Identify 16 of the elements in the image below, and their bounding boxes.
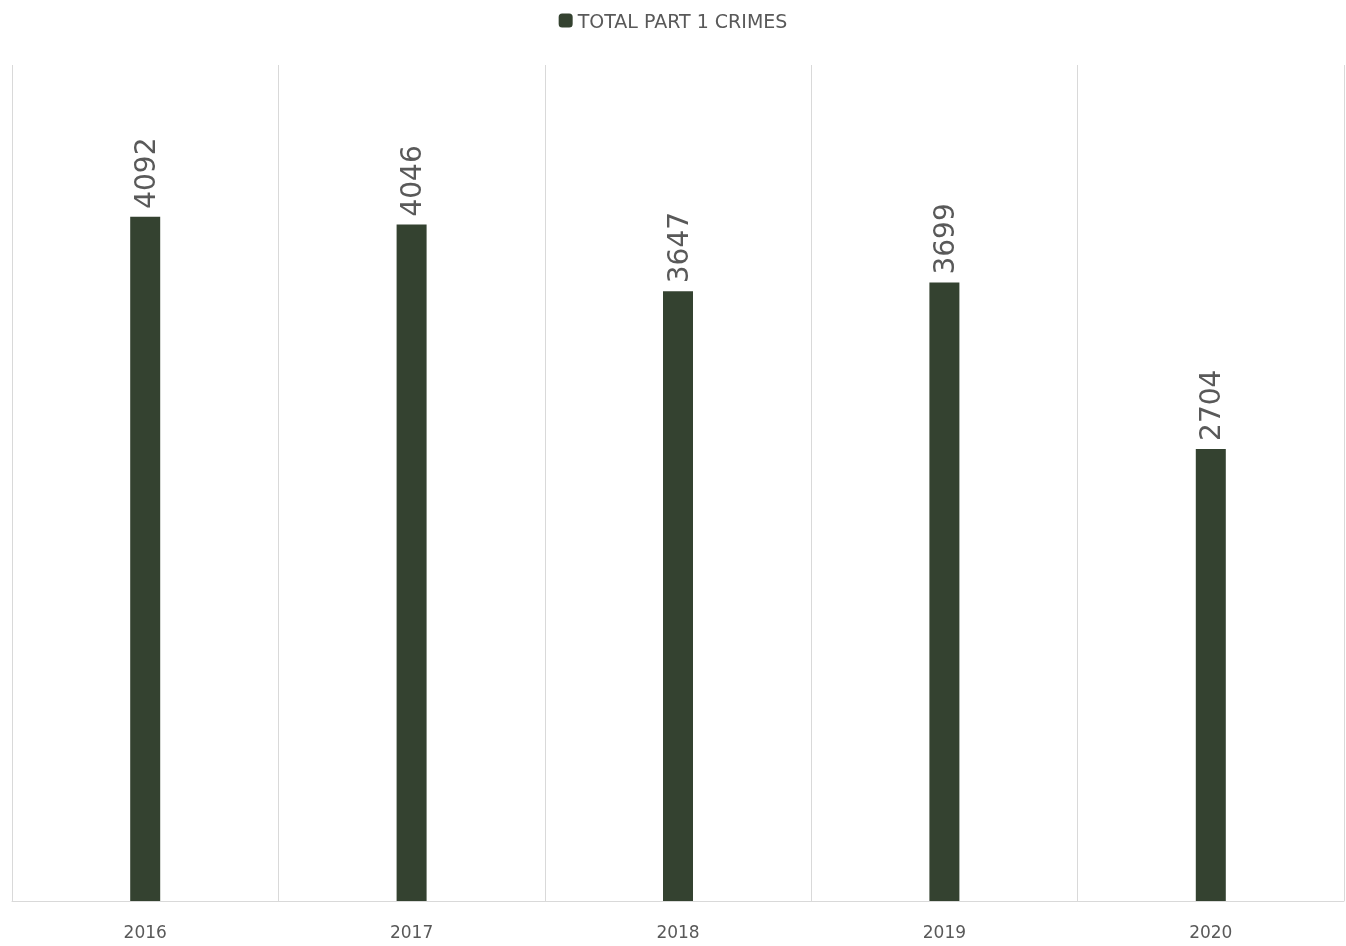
bar [663,291,693,901]
data-label: 3647 [661,211,695,284]
data-label: 3699 [927,203,961,275]
bar [130,216,161,901]
x-tick-label: 2016 [123,921,167,942]
bar [396,224,427,901]
x-tick-label: 2019 [922,921,967,942]
x-tick-label: 2017 [389,921,434,942]
x-tick-label: 2020 [1189,921,1233,942]
bar [929,282,960,901]
data-label: 2704 [1194,369,1228,441]
data-label: 4046 [395,145,429,217]
bar [1195,448,1226,901]
x-tick-label: 2018 [656,921,700,942]
legend-label: TOTAL PART 1 CRIMES [576,9,788,32]
data-label: 4092 [128,137,162,209]
